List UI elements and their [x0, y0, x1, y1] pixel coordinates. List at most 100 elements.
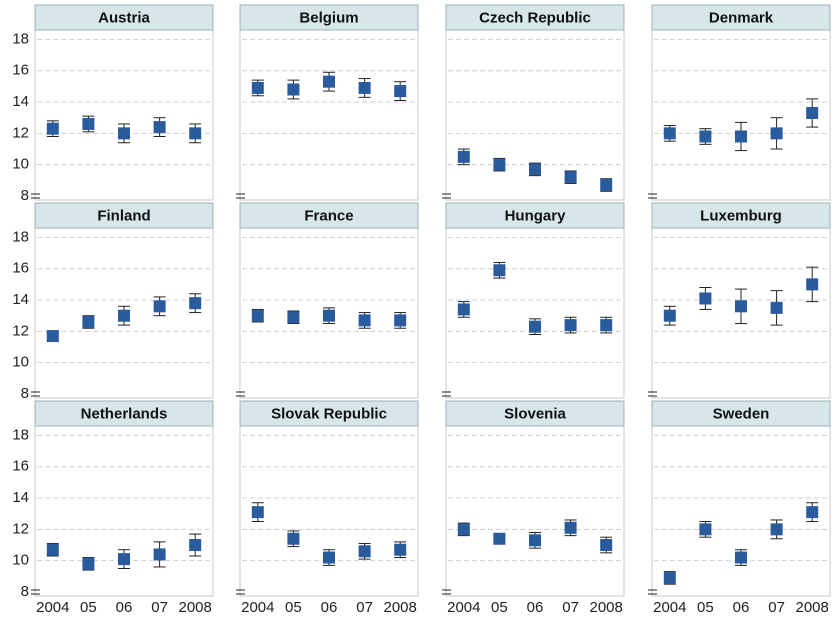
marker	[529, 534, 541, 547]
axis-break	[236, 589, 245, 595]
axis-break	[236, 193, 245, 199]
marker	[153, 548, 166, 561]
marker	[358, 545, 371, 558]
marker	[770, 127, 783, 140]
axis-break	[442, 193, 451, 199]
panel-title-box	[239, 4, 419, 31]
y-tick-label: 16	[12, 458, 29, 475]
y-tick-label: 10	[12, 156, 29, 173]
marker	[358, 314, 371, 327]
marker	[153, 300, 166, 313]
marker	[82, 557, 95, 570]
marker	[600, 319, 613, 332]
marker	[394, 314, 407, 327]
y-tick-label: 16	[12, 62, 29, 79]
axis-break	[31, 391, 40, 397]
axis-break	[648, 589, 657, 595]
marker	[735, 130, 747, 143]
panel-title-box	[445, 400, 625, 427]
marker	[323, 309, 335, 322]
marker	[770, 523, 783, 536]
marker	[806, 107, 819, 119]
panel-title: Luxemburg	[700, 207, 782, 224]
marker	[564, 521, 577, 534]
y-tick-label: 14	[12, 489, 29, 506]
marker	[189, 127, 202, 140]
marker	[663, 127, 676, 140]
marker	[189, 539, 202, 552]
marker	[118, 553, 130, 566]
axis-break	[648, 193, 657, 199]
axis-break	[236, 391, 245, 397]
marker	[735, 300, 747, 313]
x-tick-label: 2008	[179, 599, 212, 616]
marker	[457, 150, 470, 163]
axis-break	[442, 589, 451, 595]
panel-title: Netherlands	[81, 405, 168, 422]
marker	[46, 330, 59, 343]
y-tick-label: 12	[12, 520, 29, 537]
panel-title: Finland	[97, 207, 150, 224]
marker	[457, 523, 470, 536]
marker	[663, 571, 676, 584]
marker	[493, 158, 506, 171]
marker	[118, 127, 130, 140]
y-tick-label: 14	[12, 291, 29, 308]
marker	[493, 264, 506, 277]
panel-title-box	[34, 202, 214, 229]
marker	[189, 297, 202, 310]
x-tick-label: 07	[562, 599, 579, 616]
x-tick-label: 2004	[241, 599, 274, 616]
marker	[493, 532, 506, 545]
marker	[46, 122, 59, 135]
marker	[457, 303, 470, 316]
x-tick-label: 06	[733, 599, 750, 616]
y-tick-label: 18	[12, 426, 29, 443]
panel-title: Czech Republic	[479, 9, 591, 26]
x-tick-label: 06	[321, 599, 338, 616]
panel-title-box	[445, 4, 625, 31]
marker	[600, 179, 613, 192]
panel-title-box	[239, 202, 419, 229]
panel-title: Austria	[98, 9, 150, 26]
marker	[118, 309, 130, 322]
panel-title-box	[34, 4, 214, 31]
marker	[564, 319, 577, 332]
x-tick-label: 06	[527, 599, 544, 616]
x-tick-label: 2004	[653, 599, 686, 616]
marker	[287, 532, 300, 545]
marker	[153, 121, 166, 134]
marker	[564, 171, 577, 184]
marker	[358, 81, 371, 94]
panel-title-box	[34, 400, 214, 427]
panel-title: Sweden	[713, 405, 770, 422]
marker	[806, 278, 819, 291]
x-tick-label: 2008	[590, 599, 623, 616]
axis-break	[31, 193, 40, 199]
marker	[251, 506, 264, 519]
x-tick-label: 05	[491, 599, 508, 616]
y-tick-label: 16	[12, 260, 29, 277]
marker	[699, 292, 712, 305]
y-tick-label: 14	[12, 93, 29, 110]
panel-title: Hungary	[505, 207, 567, 224]
marker	[394, 85, 407, 98]
marker	[251, 309, 264, 322]
y-tick-label: 18	[12, 30, 29, 47]
y-tick-label: 8	[21, 385, 29, 402]
marker	[529, 320, 541, 333]
axis-break	[648, 391, 657, 397]
panel-title-box	[651, 202, 831, 229]
panel-title-box	[651, 400, 831, 427]
axis-break	[31, 589, 40, 595]
panel-title: Belgium	[299, 9, 358, 26]
panel-title-box	[651, 4, 831, 31]
marker	[251, 81, 264, 94]
x-tick-label: 07	[151, 599, 168, 616]
y-tick-label: 8	[21, 187, 29, 204]
y-tick-label: 12	[12, 124, 29, 141]
panel-title: Denmark	[709, 9, 774, 26]
marker	[770, 301, 783, 314]
